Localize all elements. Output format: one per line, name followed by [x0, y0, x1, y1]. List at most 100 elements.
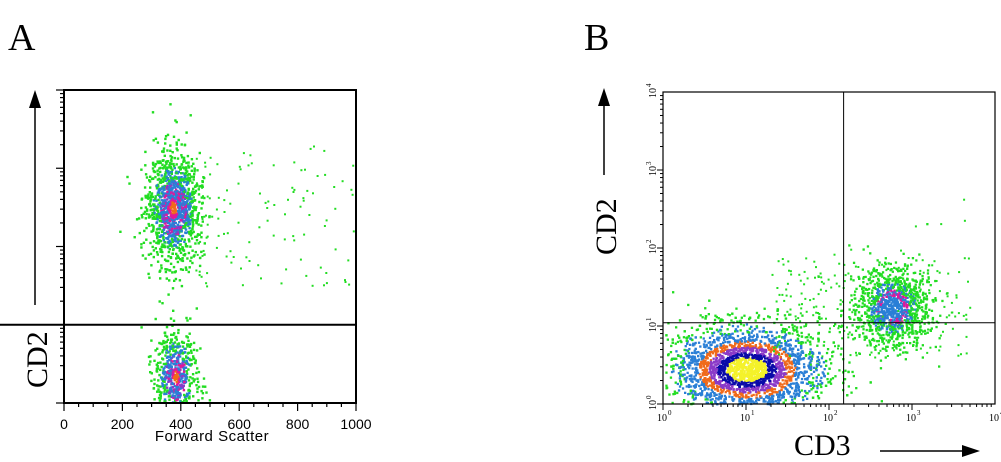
panel-b-point	[756, 356, 759, 360]
panel-b-point	[770, 372, 773, 376]
panel-b-point	[806, 336, 809, 339]
panel-b-point	[766, 335, 769, 339]
panel-a-point	[183, 351, 187, 354]
panel-b-point	[675, 357, 678, 360]
panel-a-point	[195, 384, 198, 387]
panel-b-point	[769, 348, 773, 351]
panel-a-y-label: CD2	[21, 331, 54, 388]
panel-a-point	[183, 172, 186, 175]
panel-a-point	[181, 192, 184, 195]
panel-b-point	[780, 323, 783, 326]
panel-a-point	[185, 171, 188, 175]
panel-b-point	[726, 348, 729, 351]
panel-b-point	[710, 377, 713, 380]
panel-a-point	[147, 253, 151, 256]
panel-b-point	[777, 362, 780, 365]
panel-a-point	[164, 135, 168, 138]
panel-a-point	[223, 199, 226, 202]
panel-b-point	[736, 360, 739, 363]
panel-a-point	[174, 366, 177, 369]
panel-a-point	[237, 221, 240, 224]
panel-a-point	[140, 197, 144, 200]
panel-b-point	[760, 373, 763, 377]
panel-b-point	[775, 318, 779, 321]
panel-b-point	[751, 355, 754, 358]
panel-b-point	[690, 375, 693, 378]
panel-b-point	[738, 359, 742, 362]
panel-b-point	[757, 346, 760, 349]
panel-a-point	[144, 196, 147, 199]
panel-a-point	[178, 400, 182, 403]
panel-b-point	[824, 359, 828, 363]
panel-a-point	[178, 187, 182, 190]
panel-b-point	[743, 391, 746, 394]
panel-a-point	[191, 217, 194, 220]
panel-b-point	[729, 366, 732, 369]
panel-a-point	[169, 195, 173, 198]
panel-a-point	[176, 398, 179, 401]
panel-a-point	[194, 189, 198, 193]
panel-a-point	[186, 345, 189, 348]
panel-b-point	[847, 370, 850, 374]
panel-b-point	[797, 355, 800, 358]
panel-b-point	[770, 330, 773, 334]
panel-b-point	[793, 329, 796, 332]
panel-b-point	[758, 342, 761, 345]
panel-a-point	[161, 229, 164, 232]
panel-a-point	[184, 212, 188, 216]
panel-a-point	[164, 378, 167, 381]
panel-b-point	[684, 352, 687, 355]
panel-a-point	[158, 181, 162, 184]
panel-a-point	[260, 277, 262, 280]
panel-a-point	[165, 198, 169, 201]
panel-b-point	[667, 354, 670, 357]
panel-b-point	[728, 334, 732, 337]
panel-b-point	[826, 372, 830, 375]
panel-b-point	[800, 342, 803, 345]
panel-a-point	[187, 368, 190, 371]
panel-a-point	[164, 206, 167, 210]
panel-a-point	[164, 199, 167, 202]
panel-b-point	[750, 394, 753, 397]
panel-b-point	[715, 359, 718, 362]
panel-b-point	[780, 385, 783, 389]
panel-b-point	[826, 348, 830, 351]
panel-b-point	[679, 339, 682, 342]
panel-b-point	[805, 382, 809, 385]
panel-b-point	[743, 370, 746, 373]
panel-a-point	[195, 206, 198, 208]
panel-a-point	[172, 309, 175, 312]
panel-a-point	[283, 238, 286, 241]
panel-b-point	[708, 362, 711, 365]
panel-b-point	[710, 375, 713, 378]
panel-b-point	[718, 353, 722, 356]
panel-b-point	[776, 366, 780, 369]
panel-b-point	[690, 379, 693, 383]
panel-a-point	[148, 363, 151, 366]
panel-a-point	[181, 186, 184, 189]
panel-a-point	[199, 256, 202, 259]
panel-a-point	[203, 196, 206, 200]
panel-a-point	[198, 233, 201, 236]
panel-a-point	[168, 179, 171, 183]
panel-a-point	[188, 384, 191, 388]
panel-a-point	[164, 376, 168, 380]
panel-b-point	[747, 366, 750, 369]
panel-b-point	[717, 397, 720, 400]
panel-b-point	[728, 375, 732, 378]
panel-a-point	[176, 232, 179, 235]
panel-a-point	[172, 342, 175, 345]
panel-b-point	[765, 373, 768, 377]
panel-b-point	[763, 360, 766, 363]
panel-b-point	[712, 357, 715, 360]
panel-a-point	[144, 173, 148, 176]
panel-a-point	[169, 165, 172, 169]
panel-b-point	[819, 379, 822, 382]
panel-a-point	[173, 214, 177, 218]
panel-b-point	[683, 399, 686, 402]
panel-b-point	[791, 370, 794, 373]
panel-b-point	[828, 380, 832, 383]
panel-b-point	[730, 359, 733, 362]
panel-a-point	[160, 234, 163, 237]
panel-b-point	[733, 383, 736, 386]
